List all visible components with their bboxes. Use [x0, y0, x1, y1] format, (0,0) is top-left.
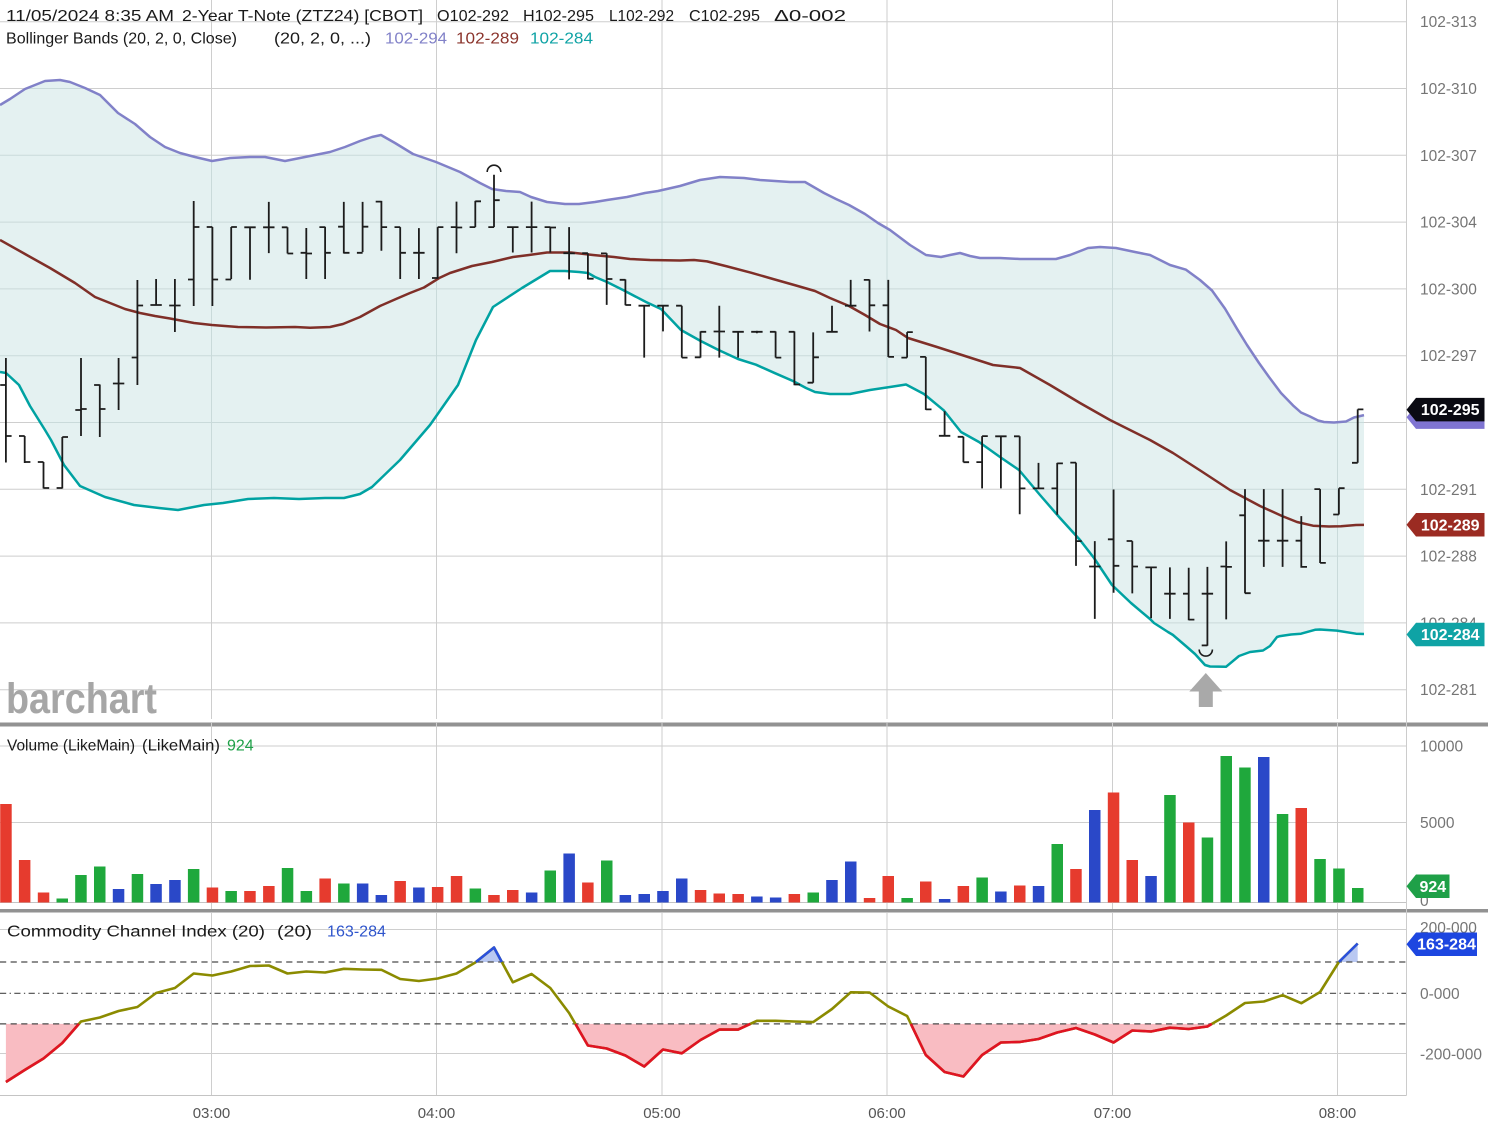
svg-text:102-289: 102-289: [1421, 517, 1480, 534]
svg-text:102-295: 102-295: [1421, 402, 1480, 419]
svg-text:924: 924: [1419, 879, 1446, 896]
svg-text:10000: 10000: [1420, 739, 1463, 756]
svg-text:04:00: 04:00: [418, 1105, 456, 1122]
svg-text:102-297: 102-297: [1420, 348, 1477, 365]
svg-text:163-284: 163-284: [1417, 937, 1476, 954]
svg-text:03:00: 03:00: [193, 1105, 231, 1122]
svg-text:05:00: 05:00: [643, 1105, 681, 1122]
svg-text:5000: 5000: [1420, 815, 1455, 832]
svg-text:102-313: 102-313: [1420, 14, 1477, 31]
svg-text:0: 0: [1420, 893, 1429, 910]
svg-text:102-304: 102-304: [1420, 215, 1477, 232]
svg-text:102-281: 102-281: [1420, 682, 1477, 699]
svg-text:102-307: 102-307: [1420, 148, 1477, 165]
svg-text:102-291: 102-291: [1420, 482, 1477, 499]
svg-text:0-000: 0-000: [1420, 986, 1460, 1003]
svg-text:Bollinger Bands (20, 2, 0, Clo: Bollinger Bands (20, 2, 0, Close) (20, 2,…: [6, 31, 593, 48]
svg-text:barchart: barchart: [6, 675, 157, 723]
svg-text:102-284: 102-284: [1421, 627, 1480, 644]
svg-text:11/05/2024 8:35 AM2-Year T-Not: 11/05/2024 8:35 AM 2-Year T-Note (ZTZ24) …: [6, 8, 846, 25]
svg-text:-200-000: -200-000: [1420, 1047, 1482, 1064]
svg-text:Volume (LikeMain)(LikeMain)924: Volume (LikeMain) (LikeMain) 924: [7, 738, 254, 755]
svg-text:102-300: 102-300: [1420, 281, 1477, 298]
svg-text:07:00: 07:00: [1094, 1105, 1132, 1122]
svg-text:08:00: 08:00: [1319, 1105, 1357, 1122]
svg-text:102-310: 102-310: [1420, 81, 1477, 98]
svg-text:102-288: 102-288: [1420, 549, 1477, 566]
svg-text:Commodity Channel Index (20)(2: Commodity Channel Index (20) (20) 163-284: [7, 924, 386, 941]
svg-text:06:00: 06:00: [868, 1105, 906, 1122]
